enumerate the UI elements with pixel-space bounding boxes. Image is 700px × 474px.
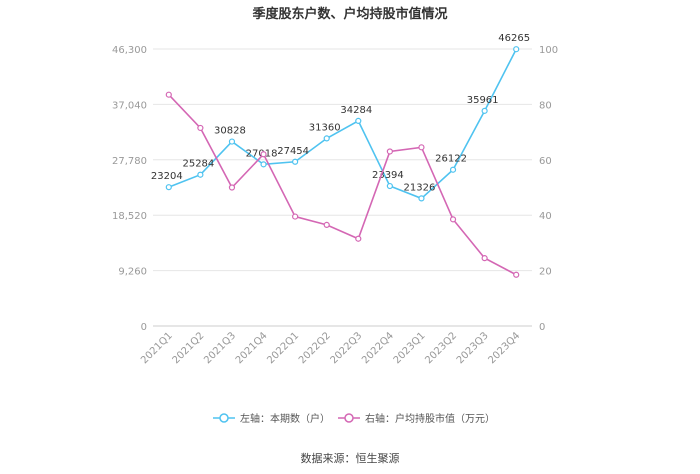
data-label: 30828 [214, 126, 246, 137]
x-tick-label: 2021Q4 [234, 330, 270, 366]
series-line [168, 48, 517, 200]
data-point [355, 117, 362, 124]
x-axis: 2021Q12021Q22021Q32021Q42022Q12022Q22022… [139, 330, 522, 366]
x-tick-label: 2023Q2 [423, 330, 459, 366]
data-point [386, 148, 393, 155]
right-tick-label: 80 [539, 100, 552, 111]
right-tick-label: 40 [539, 211, 552, 222]
x-tick-label: 2023Q4 [486, 330, 522, 366]
x-tick-label: 2021Q2 [171, 330, 207, 366]
data-point [165, 184, 172, 191]
data-point [513, 271, 520, 278]
data-label: 35961 [467, 95, 499, 106]
x-tick-label: 2022Q4 [360, 330, 396, 366]
legend-marker [344, 413, 354, 423]
series-layer: 2320425284308282701827454313603428423394… [151, 33, 530, 278]
right-tick-label: 20 [539, 267, 552, 278]
data-point [449, 166, 457, 173]
data-point [418, 144, 425, 151]
data-point [165, 91, 172, 98]
right-tick-label: 0 [539, 322, 545, 333]
left-tick-label: 0 [141, 322, 147, 333]
data-label: 46265 [498, 33, 530, 44]
data-point [418, 195, 425, 202]
x-tick-label: 2022Q2 [297, 330, 333, 366]
right-tick-label: 100 [539, 45, 558, 56]
legend: 左轴：本期数（户） 右轴：户均持股市值（万元） [213, 412, 495, 425]
x-tick-label: 2023Q1 [392, 330, 428, 366]
chart-title: 季度股东户数、户均持股市值情况 [251, 6, 447, 22]
x-tick-label: 2021Q3 [202, 330, 238, 366]
left-tick-label: 18,520 [112, 211, 147, 222]
data-label: 26122 [435, 154, 467, 165]
x-tick-label: 2022Q3 [329, 330, 365, 366]
data-point [228, 138, 236, 145]
x-tick-label: 2022Q1 [265, 330, 301, 366]
left-tick-label: 27,780 [112, 156, 147, 167]
data-point [228, 184, 236, 191]
data-point [481, 107, 488, 114]
legend-label: 右轴：户均持股市值（万元） [365, 412, 495, 425]
grid-lines [153, 48, 532, 327]
data-label: 23394 [372, 170, 404, 181]
data-point [386, 182, 393, 190]
data-point [481, 255, 488, 262]
right-axis: 0 20 40 60 80 100 [539, 45, 558, 333]
source-note: 数据来源：恒生聚源 [301, 451, 400, 465]
data-point [260, 161, 267, 168]
left-tick-label: 46,300 [112, 45, 147, 56]
data-label: 31360 [309, 122, 341, 133]
data-label: 27454 [277, 146, 309, 157]
data-point [197, 124, 204, 132]
x-tick-label: 2021Q1 [139, 330, 175, 366]
x-tick-label: 2023Q3 [455, 330, 491, 366]
left-tick-label: 37,040 [112, 100, 147, 111]
data-label: 23204 [151, 171, 183, 182]
data-point [355, 235, 362, 242]
data-point [292, 158, 299, 165]
data-point [260, 151, 267, 158]
legend-marker [219, 413, 229, 423]
series-line [168, 94, 517, 276]
left-tick-label: 9,260 [118, 267, 147, 278]
data-label: 21326 [404, 182, 436, 193]
data-point [323, 221, 330, 228]
data-label: 25284 [182, 159, 214, 170]
left-axis: 0 9,260 18,520 27,780 37,040 46,300 [112, 45, 147, 333]
data-label: 34284 [340, 105, 372, 116]
data-point [292, 213, 299, 220]
data-point [449, 216, 457, 223]
data-point [513, 46, 520, 53]
legend-label: 左轴：本期数（户） [240, 412, 330, 425]
data-point [197, 171, 204, 178]
right-tick-label: 60 [539, 156, 552, 167]
data-point [323, 135, 330, 142]
